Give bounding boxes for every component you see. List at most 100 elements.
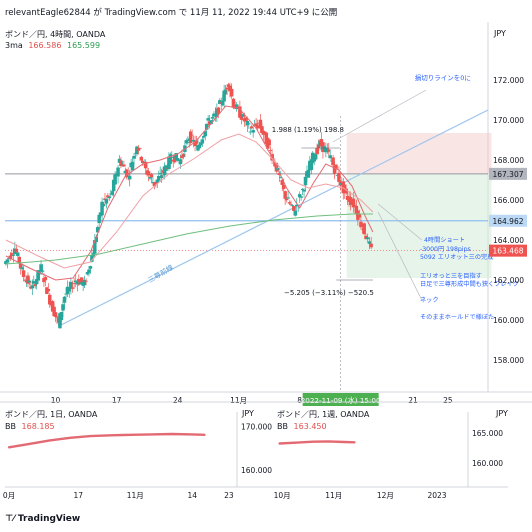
candle-body	[239, 114, 244, 120]
candle-body	[130, 161, 135, 171]
candle-body	[302, 189, 306, 192]
candle-body	[69, 281, 73, 289]
y-tick-label: 170.000	[493, 116, 524, 125]
candle-body	[148, 177, 152, 179]
candle-body	[188, 131, 193, 143]
sub-x-tick: 14	[187, 491, 197, 500]
candle-body	[127, 175, 132, 180]
candle-body	[351, 198, 356, 208]
candle-body	[39, 264, 43, 272]
candle-body	[184, 140, 189, 144]
candle-body	[209, 120, 213, 124]
sub-x-tick: 12月	[377, 491, 394, 500]
measure-top-label: 1.988 (1.19%) 198.8	[272, 126, 344, 134]
candle-body	[348, 197, 353, 205]
candle-body	[328, 155, 332, 159]
candle-body	[23, 279, 27, 281]
sub-bb-line	[278, 440, 356, 445]
candle-body	[4, 261, 8, 265]
neckline-trendline	[58, 109, 489, 327]
candle-body	[87, 269, 91, 273]
x-tick-label: 21	[408, 396, 418, 405]
indicator-value-1: 166.586	[28, 41, 62, 50]
price-label-bg	[489, 244, 527, 257]
candle-body	[170, 157, 174, 158]
candle-body	[186, 142, 190, 143]
tradingview-logo: ⊤⁄ TradingView	[5, 514, 80, 524]
candle-body	[354, 205, 359, 215]
sub-x-tick: 11月	[325, 491, 342, 500]
candle-body	[226, 84, 231, 87]
candle-body	[245, 121, 250, 126]
candle-body	[234, 104, 239, 110]
date-highlight-bg	[302, 393, 379, 406]
sub-y-tick: 165.000	[472, 429, 503, 438]
candle-body	[229, 88, 234, 97]
candle-body	[72, 283, 76, 284]
candle-body	[251, 130, 255, 133]
weekly-bb-value: 163.450	[293, 422, 327, 431]
candle-body	[136, 148, 141, 151]
candle-body	[290, 204, 295, 206]
price-label-bg	[489, 167, 527, 180]
candle-body	[279, 177, 283, 179]
candle-body	[132, 155, 136, 159]
date-highlight-label: 2022-11-09 (水) 15:00	[301, 396, 381, 405]
note-line-0: -3000円 198pips	[420, 246, 471, 253]
ma-series-line	[5, 133, 374, 269]
candle-body	[78, 281, 83, 285]
candle-body	[16, 252, 20, 256]
candle-body	[353, 205, 357, 207]
candle-body	[146, 171, 151, 176]
candle-body	[95, 227, 100, 233]
candle-body	[159, 175, 164, 178]
candle-body	[48, 294, 52, 305]
candle-body	[194, 140, 199, 144]
candle-body	[303, 176, 308, 186]
candle-body	[158, 173, 162, 174]
candle-body	[332, 165, 337, 174]
candle-body	[5, 259, 10, 263]
y-tick-label: 160.000	[493, 316, 524, 325]
ma-series-line	[5, 213, 373, 265]
indicator-name: 3ma	[5, 41, 23, 50]
candle-body	[190, 134, 194, 136]
candle-body	[191, 139, 196, 142]
candle-body	[70, 287, 75, 289]
candle-body	[218, 100, 222, 104]
candle-body	[254, 123, 258, 126]
weekly-currency: JPY	[496, 409, 508, 418]
sub-bb-line	[7, 432, 206, 449]
candle-body	[241, 114, 245, 117]
candle-body	[277, 172, 282, 176]
candle-body	[359, 221, 363, 228]
candle-body	[344, 188, 348, 194]
candle-body	[337, 172, 341, 182]
candle-body	[58, 313, 62, 329]
daily-bb-name: BB	[5, 422, 16, 431]
candle-body	[283, 191, 287, 199]
candle-body	[203, 131, 207, 137]
candle-body	[61, 304, 65, 311]
candle-body	[93, 240, 97, 254]
stop-loss-zone	[346, 133, 492, 174]
sub-x-tick: 10月	[274, 491, 291, 500]
candle-body	[369, 243, 373, 248]
candle-body	[200, 139, 205, 144]
candle-body	[100, 201, 104, 216]
take-profit-zone	[346, 174, 492, 278]
candle-body	[149, 174, 154, 178]
candle-body	[181, 153, 186, 157]
y-tick-label: 158.000	[493, 356, 524, 365]
candle-body	[331, 157, 335, 166]
candle-body	[202, 135, 206, 138]
candle-body	[11, 254, 16, 256]
candle-body	[138, 148, 142, 149]
candle-body	[313, 153, 318, 160]
y-tick-label: 162.000	[493, 276, 524, 285]
candle-body	[36, 270, 40, 281]
candle-body	[365, 237, 370, 240]
candle-body	[122, 164, 126, 167]
candle-body	[59, 311, 64, 321]
